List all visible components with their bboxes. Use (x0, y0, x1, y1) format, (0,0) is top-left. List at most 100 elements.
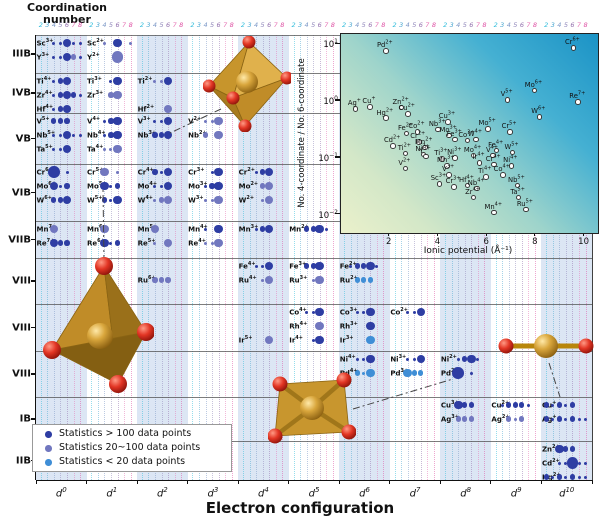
cn-gridline (117, 35, 119, 480)
cn-dot-V5+-cn6 (64, 118, 70, 124)
ion-label-Mn3+: Mn3+ (238, 224, 259, 234)
cn-dot-Nb5+-cn8 (78, 133, 82, 137)
cn-header-digit: 2 (139, 21, 144, 29)
cn-dot-Ni4+-cn5 (362, 357, 366, 361)
inset-point-Ni4+ (508, 163, 515, 169)
ion-label-Y3+: Y3+ (36, 52, 50, 62)
inset-point-Cr5+ (507, 129, 513, 135)
cn-header-digit: 3 (247, 21, 252, 29)
cn-gridline (67, 35, 68, 480)
cn-dot-Hg2+-cn7 (577, 475, 581, 479)
cn-dot-Co4+-cn4 (305, 310, 309, 314)
cn-header-digit: 2 (341, 21, 347, 29)
cn-header-digit: 4 (102, 21, 107, 29)
inset-point-Cr6+ (570, 45, 577, 51)
cn-dot-Cr3+-cn5 (210, 170, 214, 174)
cn-dot-Co3+-cn6 (365, 307, 375, 317)
cn-gridline (80, 35, 82, 480)
cn-dot-Ni3+-cn4 (406, 357, 410, 361)
cn-gridline (420, 35, 422, 480)
cn-dot-Ru4+-cn6 (264, 275, 274, 285)
cn-header-digit: 5 (412, 21, 417, 29)
group-tick (31, 238, 36, 241)
inset-y-ticklabel: 100 (323, 95, 338, 107)
inset-x-ticklabel: 4 (434, 237, 441, 247)
cn-dot-Re5+-cn4 (153, 241, 157, 245)
cn-gridline (231, 35, 233, 480)
ion-label-Ta5+: Ta5+ (36, 144, 53, 154)
cn-dot-Nb5+-cn5 (58, 133, 62, 137)
inset-point-Pd2+ (383, 47, 389, 54)
cn-dot-Zr4+-cn6 (62, 90, 72, 100)
inset-point-label-Cr5+: Cr5+ (501, 120, 517, 131)
cn-header-digit: 8 (229, 21, 234, 29)
cn-header-digit: 6 (64, 21, 70, 29)
cn-gridline (97, 35, 99, 480)
cn-dot-Sc2+-cn8 (129, 41, 133, 45)
ion-label-Rh3+: Rh3+ (339, 321, 358, 331)
group-label-viii-7: VIII (12, 368, 31, 380)
cn-dot-Fe3+-cn6 (315, 261, 325, 271)
inset-point-label-Hf4+: Hf4+ (459, 174, 474, 184)
cn-dot-Zr4+-cn5 (57, 92, 64, 98)
cn-dot-Ti2+-cn4 (153, 79, 157, 83)
cn-gridline (376, 35, 378, 480)
inset-point-W4+ (473, 136, 479, 143)
inset-point-Ru5+ (523, 206, 529, 213)
cn-dot-Ni3+-cn6 (416, 354, 426, 364)
cn-dot-Ru2+-cn5 (361, 277, 367, 283)
x-tick (187, 480, 189, 484)
cn-dot-Hg2+-cn3 (551, 475, 555, 479)
inset-point-label-Cd2+: Cd2+ (383, 134, 401, 145)
ion-label-Cd2+: Cd2+ (541, 458, 560, 468)
right-axis-spine (591, 35, 593, 480)
inset-point-Re7+ (575, 99, 582, 105)
cn-dot-Nb5+-cn4 (52, 133, 56, 137)
inset-point-Zr4+ (470, 194, 477, 201)
cn-gridline (53, 35, 55, 480)
ion-label-Zr3+: Zr3+ (87, 90, 104, 100)
cn-dot-Re7+-cn6 (64, 240, 70, 246)
linear-illustration (498, 334, 594, 358)
ion-label-Nb3+: Nb3+ (137, 130, 157, 140)
cn-dot-Fe2+-cn7 (375, 264, 379, 268)
coordination-number-header: Coordination number (12, 2, 122, 26)
cn-dot-Co3+-cn4 (355, 310, 359, 314)
cn-dot-Cr4+-cn5 (160, 170, 164, 174)
cn-gridline (363, 35, 365, 480)
inset-point-Cr2+ (415, 139, 422, 145)
cn-dot-Cu2+-cn3 (500, 403, 504, 407)
cn-dot-Fe3+-cn5 (310, 263, 316, 269)
inset-point-label-Mo5+: Mo5+ (478, 117, 496, 127)
cn-header-digit: 2 (291, 21, 296, 29)
cn-header-digit: 4 (506, 21, 511, 29)
cn-dot-Cd2+-cn7 (577, 461, 581, 465)
cn-header-digit: 3 (449, 21, 454, 29)
cn-header-digit: 7 (526, 21, 531, 29)
inset-point-Sc3+ (436, 181, 443, 187)
cn-dot-Ag2+-cn6 (519, 416, 525, 422)
legend-item-20-100: Statistics 20~100 data points (33, 441, 231, 455)
ion-label-Ti3+: Ti3+ (87, 76, 102, 86)
cn-dot-Ag+-cn7 (577, 417, 581, 421)
inset-point-label-W6+: W6+ (531, 105, 546, 116)
cn-dot-Hg2+-cn8 (584, 475, 588, 479)
cn-dot-Ag+-cn4 (556, 416, 562, 422)
cn-dot-Mn3+-cn6 (264, 224, 274, 234)
inset-point-Mn4+ (491, 209, 498, 216)
x-category-d7: d7 (409, 486, 421, 500)
cn-dot-Re4+-cn5 (210, 241, 214, 245)
inset-point-Mo4+ (470, 152, 477, 159)
cn-header-digit: 8 (583, 21, 588, 29)
cn-dot-Mn2+-cn5 (310, 226, 316, 232)
inset-point-label-Hg2+: Hg2+ (376, 107, 394, 117)
inset-point-label-Pd2+: Pd2+ (376, 39, 393, 49)
inset-point-Ti3+ (439, 156, 445, 162)
ion-label-Ti2+: Ti2+ (137, 76, 153, 86)
cn-gridline (572, 35, 574, 480)
cn-dot-Cd2+-cn4 (557, 461, 561, 465)
inset-point-label-Mn2+: Mn2+ (415, 136, 433, 146)
cn-dot-Ir5+-cn6 (264, 335, 274, 345)
cn-dot-Ir4+-cn6 (315, 335, 325, 345)
x-tick (540, 480, 542, 484)
